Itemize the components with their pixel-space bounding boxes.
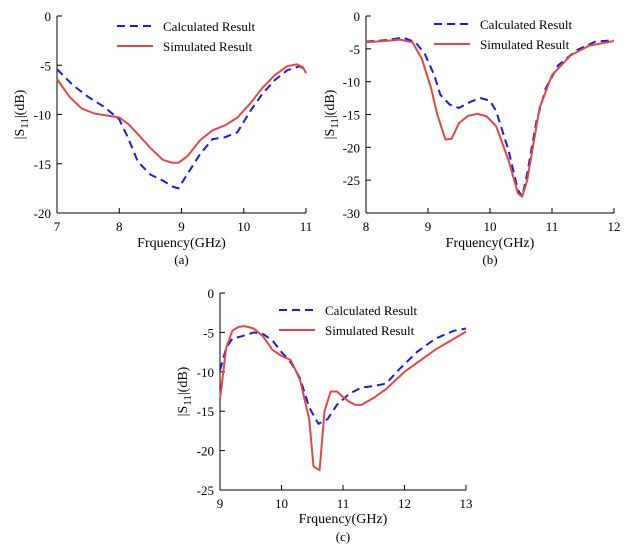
legend-label: Calculated Result <box>163 19 255 34</box>
x-tick-label: 11 <box>337 496 350 511</box>
legend: Calculated Result Simulated Result <box>117 19 255 54</box>
legend: Calculated Result Simulated Result <box>434 17 572 52</box>
chart-panel-1: 7 8 9 10 11 0 -5 -10 -15 -20 Calculated Result Simu… <box>13 9 312 267</box>
legend-label: Calculated Result <box>325 303 417 318</box>
y-tick-label: -30 <box>343 206 360 221</box>
x-tick-label: 7 <box>54 219 61 234</box>
y-tick-label: -10 <box>343 75 360 90</box>
panel-label: (c) <box>336 529 350 544</box>
series-line-simulated <box>365 38 615 198</box>
chart-panel-3: 9 10 11 12 13 0 -5 -10 -15 -20 -25 Calculated Resul… <box>176 286 473 544</box>
x-tick-label: 12 <box>608 219 621 234</box>
series-line-calculated <box>365 36 615 198</box>
y-tick-label: 0 <box>354 9 361 24</box>
x-tick-label: 12 <box>398 496 411 511</box>
y-tick-label: -20 <box>343 140 360 155</box>
legend-label: Simulated Result <box>325 323 415 338</box>
y-tick-label: -20 <box>197 444 214 459</box>
y-tick-label: -15 <box>34 157 51 172</box>
series-line-calculated <box>56 65 307 190</box>
legend: Calculated Result Simulated Result <box>279 303 417 338</box>
y-tick-label: -15 <box>343 108 360 123</box>
legend-label: Simulated Result <box>480 37 570 52</box>
legend-label: Calculated Result <box>480 17 572 32</box>
x-tick-label: 10 <box>237 219 250 234</box>
x-tick-label: 10 <box>275 496 288 511</box>
y-tick-label: -15 <box>197 404 214 419</box>
series-line-calculated <box>219 327 467 425</box>
y-tick-label: 0 <box>208 286 215 301</box>
x-axis-label: Frquency(GHz) <box>299 512 388 527</box>
panel-label: (b) <box>482 252 497 267</box>
x-tick-label: 8 <box>363 219 370 234</box>
y-tick-label: -5 <box>40 58 51 73</box>
chart-panel-2: 8 9 10 11 12 0 -5 -10 -15 -20 -25 -30 Calculated Res… <box>323 9 621 267</box>
y-axis-label: |S11|(dB) <box>323 89 341 139</box>
y-tick-label: -25 <box>343 173 360 188</box>
y-tick-label: -25 <box>197 483 214 498</box>
y-axis-label: |S11|(dB) <box>13 89 31 139</box>
panel-label: (a) <box>174 252 188 267</box>
x-axis-label: Frquency(GHz) <box>446 236 535 251</box>
x-tick-label: 9 <box>217 496 224 511</box>
y-tick-label: -5 <box>349 42 360 57</box>
y-tick-label: -5 <box>203 325 214 340</box>
x-tick-label: 13 <box>460 496 473 511</box>
y-axis-label: |S11|(dB) <box>176 366 194 416</box>
y-tick-label: 0 <box>45 9 52 24</box>
x-tick-label: 11 <box>300 219 313 234</box>
y-tick-label: -20 <box>34 206 51 221</box>
x-tick-label: 10 <box>484 219 497 234</box>
x-tick-label: 8 <box>116 219 123 234</box>
x-tick-label: 9 <box>425 219 432 234</box>
x-tick-label: 11 <box>546 219 559 234</box>
series-line-simulated <box>56 63 307 164</box>
y-tick-label: -10 <box>34 108 51 123</box>
x-axis-label: Frquency(GHz) <box>137 236 226 251</box>
legend-label: Simulated Result <box>163 39 253 54</box>
series-line-simulated <box>219 325 467 472</box>
x-tick-label: 9 <box>178 219 185 234</box>
y-tick-label: -10 <box>197 365 214 380</box>
